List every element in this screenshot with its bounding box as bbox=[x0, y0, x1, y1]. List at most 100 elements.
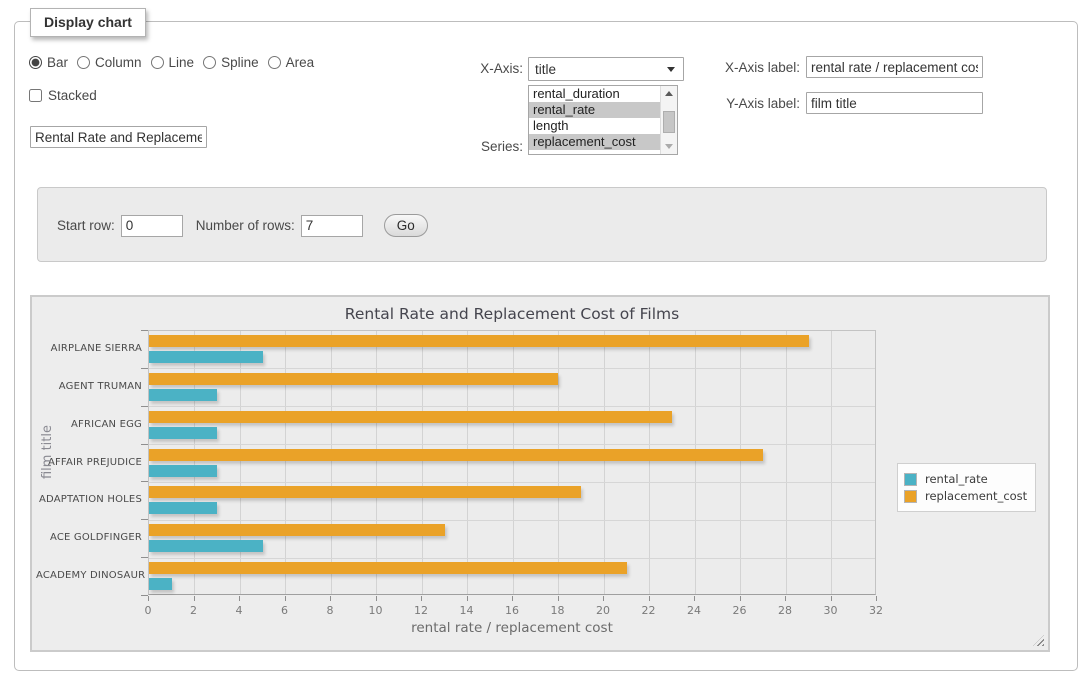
gridline-vertical bbox=[239, 331, 241, 594]
chart-type-column[interactable]: Column bbox=[77, 55, 142, 70]
scrollbar-thumb[interactable] bbox=[663, 111, 675, 133]
series-listbox-scrollbar[interactable] bbox=[660, 86, 677, 154]
legend-swatch-rental_rate bbox=[904, 472, 917, 486]
gridline-vertical bbox=[194, 331, 195, 594]
x-axis-select[interactable]: title bbox=[528, 57, 684, 81]
x-axis-tick bbox=[830, 596, 832, 601]
x-tick-label: 16 bbox=[505, 604, 519, 617]
x-tick-label: 20 bbox=[596, 604, 610, 617]
category-label: ACADEMY DINOSAUR bbox=[36, 570, 146, 582]
legend-label: replacement_cost bbox=[925, 489, 1028, 503]
bar-replacement_cost bbox=[149, 524, 445, 537]
chart-type-radio-column[interactable] bbox=[77, 56, 91, 69]
y-axis-title: film title bbox=[40, 424, 55, 479]
gridline-vertical bbox=[694, 331, 696, 594]
gridline-vertical bbox=[421, 331, 423, 594]
bar-replacement_cost bbox=[149, 372, 559, 385]
chart-type-label: Spline bbox=[221, 55, 259, 70]
chevron-down-icon bbox=[667, 66, 675, 72]
chart-type-label: Bar bbox=[47, 55, 69, 70]
gridline-vertical bbox=[558, 331, 559, 594]
chart-title-input[interactable] bbox=[30, 126, 207, 148]
x-axis-select-value: title bbox=[535, 61, 557, 77]
arrow-up-icon bbox=[665, 91, 673, 96]
x-axis-label-label: X-Axis label: bbox=[724, 60, 800, 75]
series-listbox-options: rental_duration rental_rate length replacem… bbox=[529, 86, 677, 150]
chart-canvas: Rental Rate and Replacement Cost of Film… bbox=[32, 297, 1048, 650]
x-tick-label: 28 bbox=[778, 604, 792, 617]
plot-area bbox=[148, 330, 876, 595]
x-axis-tick bbox=[284, 596, 286, 601]
gridline-horizontal bbox=[149, 406, 875, 408]
x-tick-label: 10 bbox=[368, 604, 383, 617]
chart-type-area[interactable]: Area bbox=[267, 55, 314, 70]
series-option-rental_rate[interactable]: rental_rate bbox=[529, 102, 660, 118]
start-row-input[interactable] bbox=[120, 214, 183, 237]
bar-replacement_cost bbox=[149, 448, 764, 461]
bar-replacement_cost bbox=[149, 335, 809, 347]
chart-type-bar[interactable]: Bar bbox=[29, 55, 68, 70]
stacked-checkbox-row[interactable]: Stacked bbox=[29, 88, 97, 103]
x-tick-label: 24 bbox=[687, 604, 701, 617]
y-axis-tick bbox=[141, 557, 148, 559]
x-tick-label: 0 bbox=[144, 604, 152, 617]
bar-rental_rate bbox=[149, 502, 218, 515]
series-option-rental_duration[interactable]: rental_duration bbox=[533, 86, 620, 101]
x-tick-label: 30 bbox=[823, 604, 838, 617]
chart-type-group: Bar Column Line Spline Area bbox=[29, 55, 323, 70]
chart-type-radio-spline[interactable] bbox=[203, 56, 217, 69]
scroll-down-button[interactable] bbox=[661, 139, 677, 154]
x-tick-label: 12 bbox=[414, 604, 428, 617]
arrow-down-icon bbox=[665, 144, 673, 149]
chart-type-radio-bar[interactable] bbox=[29, 56, 42, 69]
bar-rental_rate bbox=[149, 464, 218, 477]
y-axis-label-input[interactable] bbox=[806, 92, 983, 114]
chart-type-radio-area[interactable] bbox=[267, 56, 281, 69]
y-axis-tick bbox=[141, 405, 148, 407]
fieldset-legend: Display chart bbox=[30, 8, 146, 37]
x-axis-tick bbox=[193, 596, 195, 601]
gridline-horizontal bbox=[149, 557, 875, 559]
start-row-label: Start row: bbox=[57, 218, 115, 233]
series-option-length[interactable]: length bbox=[533, 118, 569, 133]
category-label: AGENT TRUMAN bbox=[58, 380, 142, 392]
legend-swatch-replacement_cost bbox=[904, 489, 917, 503]
chart-type-radio-line[interactable] bbox=[150, 56, 164, 69]
y-axis-tick bbox=[141, 367, 148, 369]
bar-rental_rate bbox=[149, 388, 218, 401]
stacked-checkbox[interactable] bbox=[29, 89, 42, 102]
row-range-panel: Start row: Number of rows: Go bbox=[37, 187, 1047, 262]
chart-title: Rental Rate and Replacement Cost of Film… bbox=[344, 305, 680, 323]
chart-type-spline[interactable]: Spline bbox=[203, 55, 259, 70]
x-tick-label: 18 bbox=[550, 604, 565, 617]
go-button[interactable]: Go bbox=[383, 214, 428, 237]
gridline-vertical bbox=[785, 331, 787, 594]
x-tick-label: 6 bbox=[281, 604, 288, 617]
y-axis-tick bbox=[141, 519, 148, 521]
resize-grip-icon[interactable] bbox=[1033, 635, 1044, 646]
gridline-horizontal bbox=[149, 444, 875, 446]
gridline-horizontal bbox=[149, 368, 875, 370]
category-label: ADAPTATION HOLES bbox=[38, 494, 142, 506]
chart-panel: Rental Rate and Replacement Cost of Film… bbox=[30, 295, 1050, 652]
x-axis-tick bbox=[512, 596, 513, 601]
num-rows-input[interactable] bbox=[300, 214, 363, 237]
chart-type-line[interactable]: Line bbox=[150, 55, 195, 70]
y-axis-label-label: Y-Axis label: bbox=[726, 96, 800, 111]
x-axis-label-input[interactable] bbox=[806, 56, 983, 78]
y-axis-tick bbox=[141, 443, 148, 445]
series-listbox[interactable]: rental_duration rental_rate length replacem… bbox=[528, 85, 678, 155]
x-axis-tick bbox=[739, 596, 741, 601]
scroll-up-button[interactable] bbox=[661, 86, 677, 101]
chart-type-label: Line bbox=[168, 55, 195, 70]
x-tick-label: 4 bbox=[235, 604, 243, 617]
x-tick-label: 26 bbox=[732, 604, 747, 617]
bar-replacement_cost bbox=[149, 486, 582, 499]
x-tick-label: 32 bbox=[869, 604, 883, 617]
gridline-horizontal bbox=[149, 519, 875, 521]
series-option-replacement_cost[interactable]: replacement_cost bbox=[529, 134, 660, 150]
x-axis-select-label: X-Axis: bbox=[480, 61, 523, 76]
bar-rental_rate bbox=[149, 351, 263, 363]
legend-label: rental_rate bbox=[925, 472, 988, 486]
